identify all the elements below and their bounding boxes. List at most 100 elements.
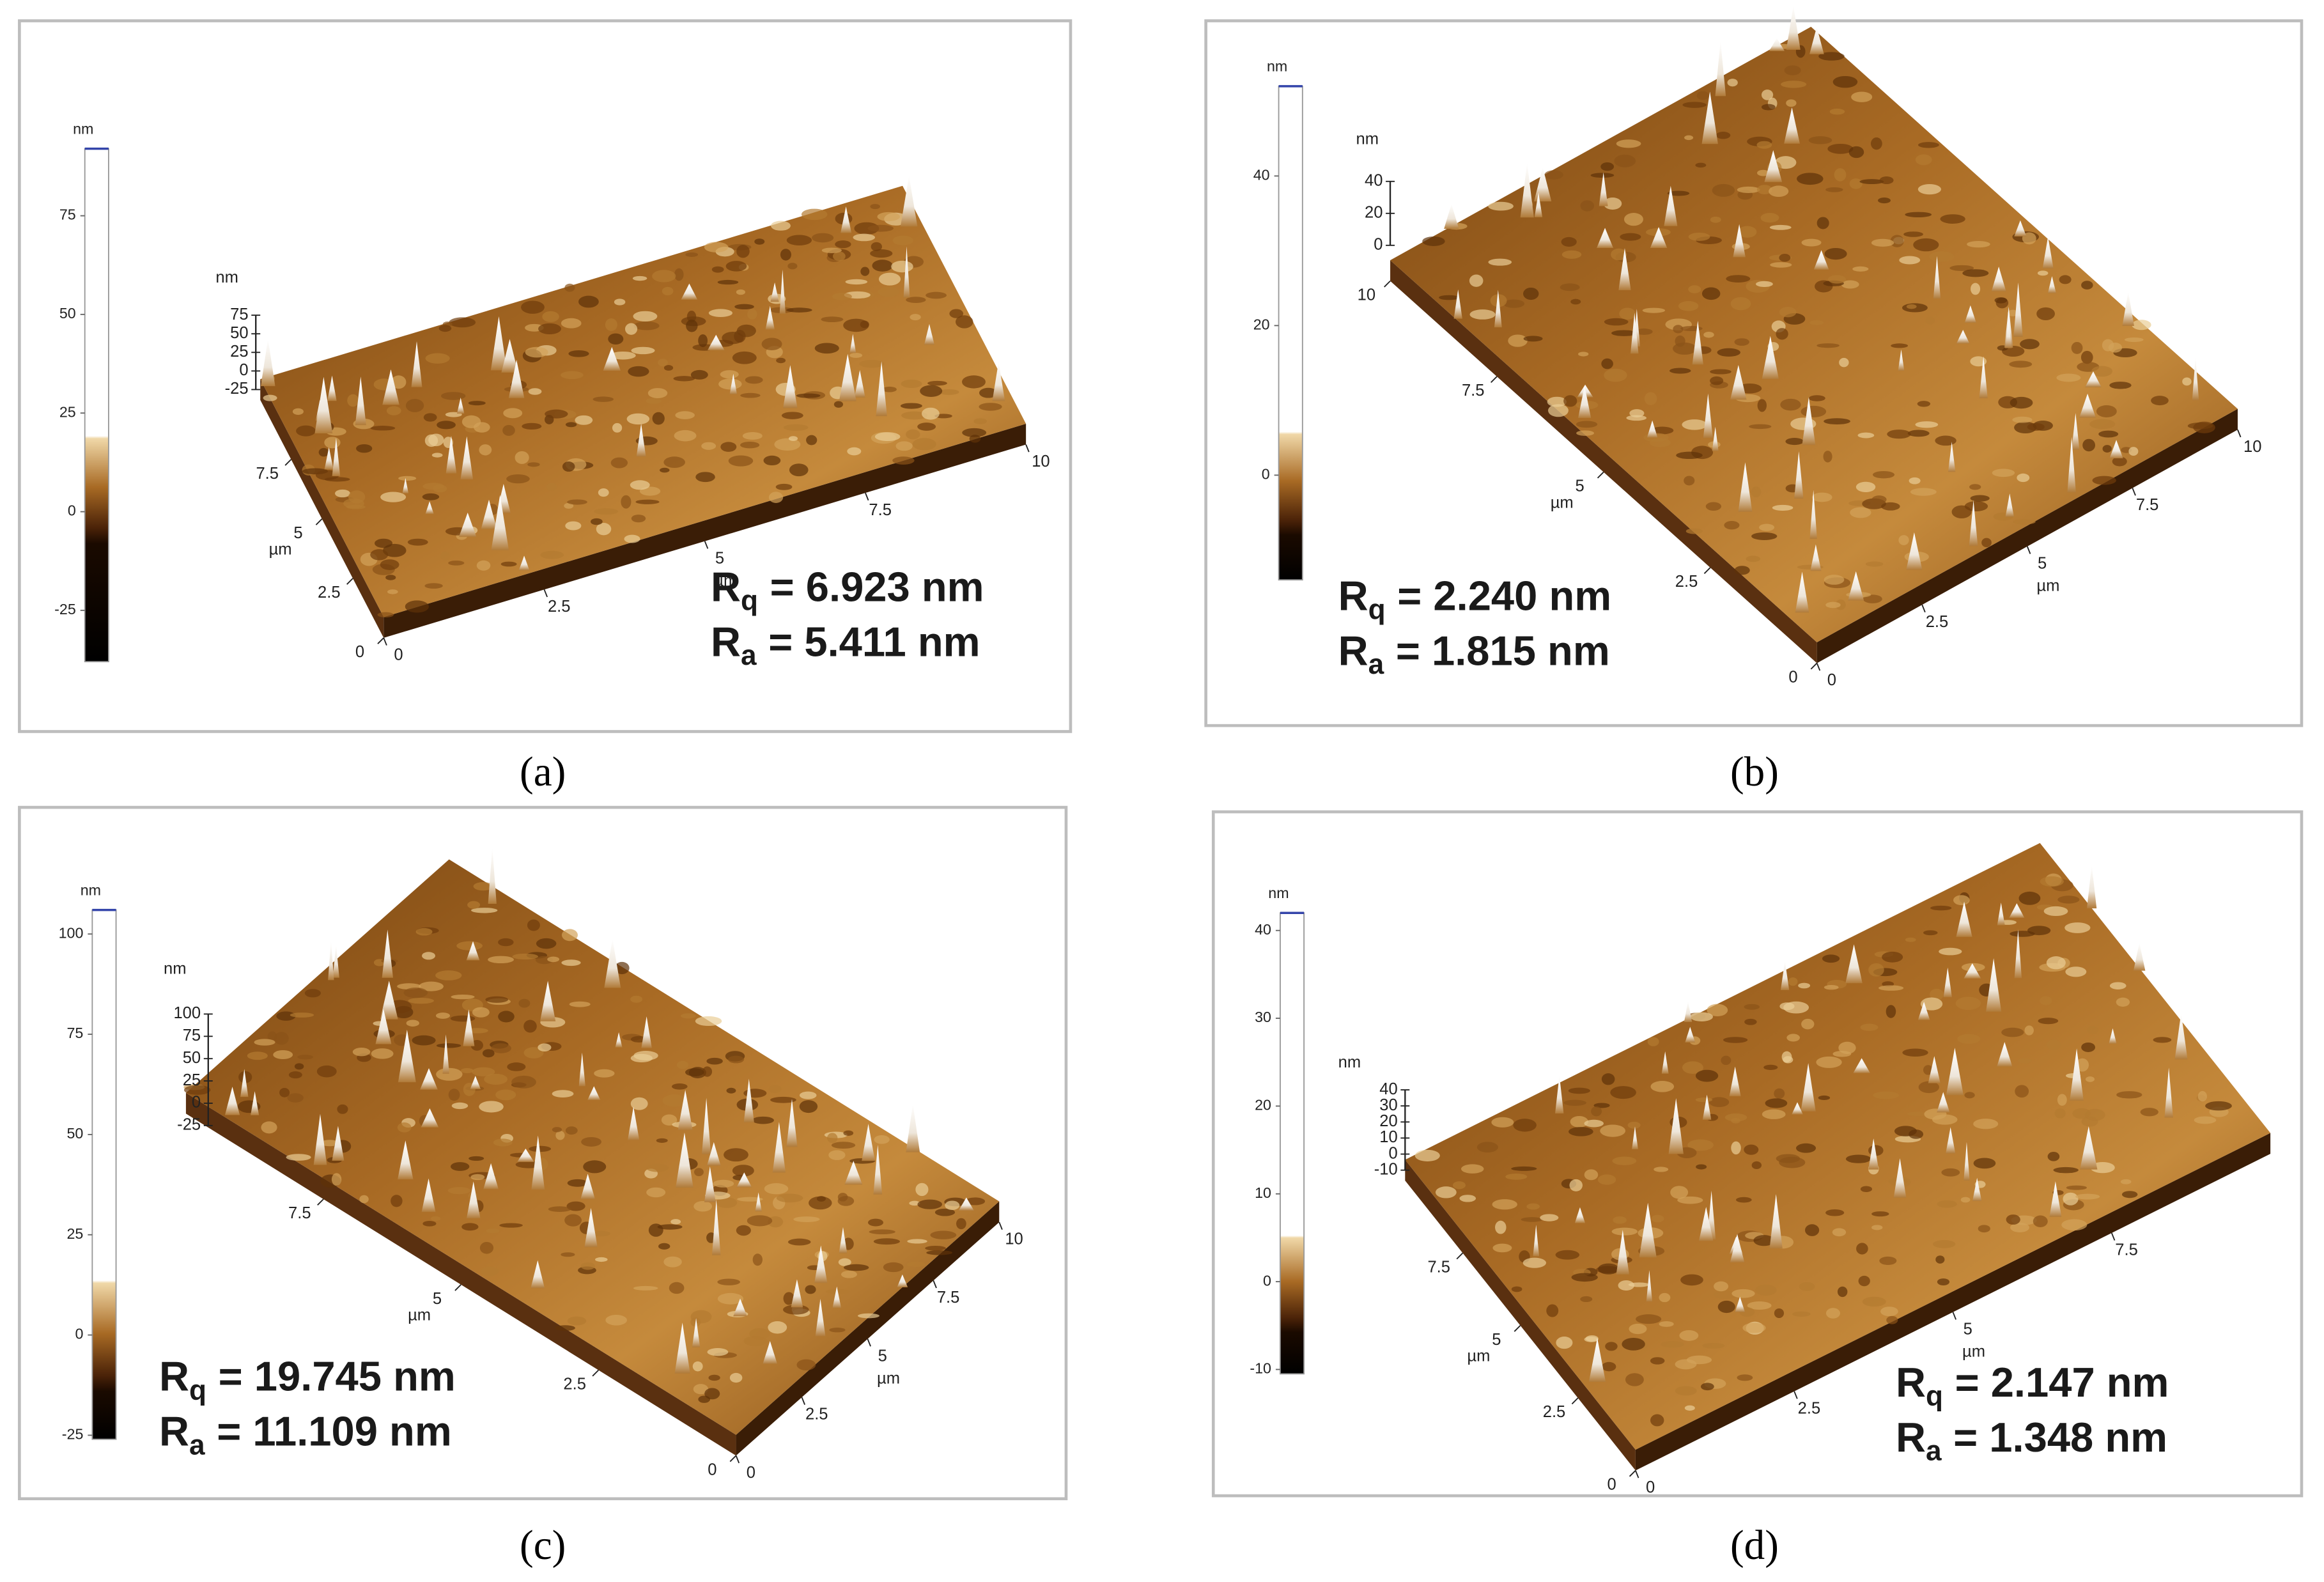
surface-texture bbox=[1918, 1081, 1939, 1094]
surface-peak bbox=[1616, 1230, 1629, 1275]
surface-texture bbox=[1717, 1300, 1735, 1314]
surface-texture bbox=[598, 488, 609, 497]
color-bar-tick-label: 20 bbox=[1255, 1097, 1271, 1113]
surface-texture bbox=[736, 289, 746, 295]
surface-texture bbox=[857, 1313, 879, 1319]
surface-texture bbox=[1684, 476, 1695, 486]
surface-texture bbox=[787, 263, 798, 270]
surface-texture bbox=[2024, 1025, 2034, 1035]
surface-texture bbox=[2006, 1214, 2020, 1225]
surface-peak bbox=[1735, 1296, 1746, 1312]
surface-peak bbox=[674, 1322, 690, 1374]
roughness-value: Ra = 5.411 nm bbox=[711, 619, 980, 671]
surface-texture bbox=[1845, 1154, 1871, 1163]
surface-texture bbox=[926, 1250, 953, 1255]
surface-texture bbox=[768, 1216, 784, 1228]
surface-texture bbox=[892, 235, 913, 245]
surface-texture bbox=[1751, 1161, 1762, 1169]
surface-peak bbox=[1991, 267, 2006, 291]
surface-peak bbox=[332, 944, 339, 978]
surface-texture bbox=[927, 380, 947, 386]
surface-texture bbox=[1614, 154, 1636, 167]
surface-texture bbox=[2085, 1076, 2095, 1082]
surface-texture bbox=[892, 456, 915, 465]
roughness-text: = 2.147 nm bbox=[1955, 1359, 2169, 1406]
z-tick-label: 40 bbox=[1379, 1080, 1397, 1098]
surface-texture bbox=[1796, 1143, 1817, 1153]
surface-texture bbox=[1737, 186, 1760, 193]
surface-texture bbox=[522, 423, 542, 430]
surface-texture bbox=[764, 1183, 789, 1195]
surface-peak bbox=[1964, 305, 1976, 323]
surface-texture bbox=[720, 442, 737, 452]
surface-texture bbox=[335, 489, 350, 498]
surface-peak bbox=[1733, 224, 1746, 258]
surface-peak bbox=[1444, 204, 1459, 229]
surface-texture bbox=[1886, 1005, 1896, 1018]
surface-texture bbox=[1492, 1199, 1517, 1210]
surface-peak bbox=[839, 353, 856, 401]
y-tick bbox=[317, 1198, 324, 1206]
roughness-symbol: R bbox=[159, 1353, 189, 1400]
surface-texture bbox=[646, 1163, 669, 1172]
surface-texture bbox=[279, 1088, 290, 1097]
x-tick bbox=[998, 1221, 1003, 1230]
surface-peak bbox=[1969, 500, 1978, 547]
surface bbox=[1390, 26, 2238, 642]
surface-texture bbox=[1578, 352, 1589, 357]
surface-peak bbox=[1784, 107, 1800, 144]
surface-texture bbox=[614, 961, 630, 975]
surface-texture bbox=[628, 366, 649, 377]
surface-texture bbox=[1716, 132, 1731, 139]
surface-texture bbox=[878, 272, 901, 286]
surface-texture bbox=[546, 483, 557, 491]
surface-texture bbox=[670, 1219, 681, 1225]
surface-texture bbox=[909, 1200, 920, 1206]
surface-peak bbox=[2133, 943, 2146, 971]
surface-peak bbox=[1715, 41, 1726, 97]
surface-texture bbox=[481, 1266, 499, 1276]
surface-texture bbox=[435, 1012, 451, 1019]
surface-texture bbox=[1887, 430, 1911, 439]
surface-peak bbox=[733, 1298, 747, 1317]
y-tick bbox=[346, 578, 353, 585]
surface-texture bbox=[630, 995, 643, 1003]
surface-texture bbox=[1779, 254, 1791, 262]
surface-peak bbox=[380, 981, 398, 1020]
surface-texture bbox=[1696, 1164, 1707, 1170]
surface-texture bbox=[435, 970, 462, 981]
surface-texture bbox=[725, 261, 747, 272]
surface-texture bbox=[901, 411, 928, 420]
surface-peak bbox=[1574, 1207, 1586, 1223]
y-tick-label: 7.5 bbox=[288, 1204, 311, 1222]
surface-texture bbox=[1751, 486, 1762, 498]
surface-texture bbox=[877, 212, 900, 222]
surface-peak bbox=[692, 1318, 701, 1347]
surface-texture bbox=[747, 1215, 773, 1227]
surface-texture bbox=[1731, 1141, 1741, 1155]
surface-texture bbox=[320, 1140, 339, 1147]
roughness-value: Ra = 1.348 nm bbox=[1896, 1414, 2167, 1466]
surface-peak bbox=[375, 1009, 392, 1044]
surface-texture bbox=[663, 1256, 682, 1268]
surface-texture bbox=[348, 490, 366, 504]
surface-texture bbox=[1601, 1073, 1615, 1085]
surface-texture bbox=[1629, 409, 1645, 417]
surface-texture bbox=[386, 406, 401, 415]
surface-texture bbox=[1755, 281, 1773, 287]
surface-texture bbox=[1696, 91, 1709, 100]
surface-texture bbox=[660, 467, 670, 473]
z-tick-label: 30 bbox=[1379, 1096, 1397, 1114]
surface-texture bbox=[1723, 1037, 1748, 1043]
surface-texture bbox=[1769, 185, 1789, 198]
y-tick bbox=[1810, 662, 1818, 670]
surface-texture bbox=[2081, 281, 2093, 290]
surface-texture bbox=[1584, 1119, 1604, 1128]
surface-texture bbox=[263, 394, 277, 401]
surface-texture bbox=[1849, 178, 1863, 189]
surface-texture bbox=[656, 1138, 668, 1143]
surface-texture bbox=[1526, 1203, 1540, 1210]
surface-peak bbox=[1948, 442, 1956, 472]
surface-texture bbox=[874, 432, 901, 442]
surface-texture bbox=[1760, 213, 1779, 223]
